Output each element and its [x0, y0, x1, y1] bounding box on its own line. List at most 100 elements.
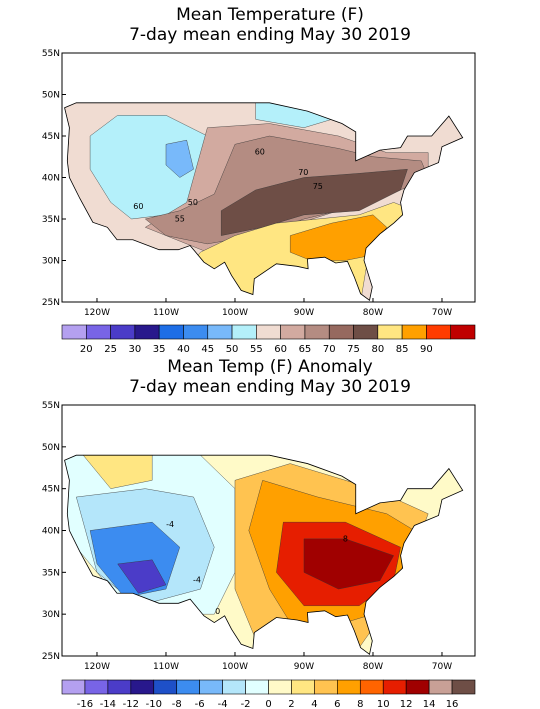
colorbar-swatch: [107, 679, 132, 695]
lon-label: 120W: [84, 662, 110, 672]
colorbar-swatch: [183, 324, 209, 340]
colorbar-swatch: [382, 679, 407, 695]
colorbar-label: -14: [100, 699, 116, 709]
colorbar-swatch: [85, 324, 111, 340]
colorbar-label: 50: [226, 344, 239, 355]
colorbar-label: -6: [195, 699, 205, 709]
contour-label: 50: [188, 198, 198, 207]
lon-label: 90W: [294, 308, 314, 318]
panel-title: 7-day mean ending May 30 2019: [129, 25, 411, 45]
colorbar-swatch: [110, 324, 136, 340]
colorbar-label: 30: [129, 344, 142, 355]
colorbar-swatch: [359, 679, 384, 695]
us-outline: [64, 102, 464, 302]
contour-region: [303, 538, 394, 590]
colorbar-swatch: [158, 324, 184, 340]
colorbar-label: 80: [371, 344, 384, 355]
lon-label: 100W: [222, 662, 248, 672]
colorbar-label: -16: [77, 699, 93, 709]
contour-label: 60: [255, 147, 265, 156]
colorbar-swatch: [222, 679, 246, 695]
colorbar-label: -8: [172, 699, 182, 709]
colorbar-swatch: [176, 679, 200, 695]
colorbar-label: 35: [153, 344, 166, 355]
colorbar-label: 45: [201, 344, 214, 355]
colorbar-swatch: [353, 324, 379, 340]
colorbar-label: 4: [311, 699, 317, 709]
colorbar-label: 12: [400, 699, 413, 709]
colorbar-swatch: [207, 324, 233, 340]
contour-label: -4: [166, 520, 174, 529]
lon-label: 120W: [84, 308, 110, 318]
panel-title: Mean Temperature (F): [176, 5, 364, 25]
colorbar-label: 85: [396, 344, 409, 355]
contour-label: 75: [313, 182, 323, 191]
colorbar-swatch: [450, 324, 476, 340]
colorbar-swatch: [426, 324, 452, 340]
lat-label: 45N: [42, 132, 60, 142]
colorbar-label: 10: [377, 699, 390, 709]
colorbar-label: -12: [123, 699, 139, 709]
lon-label: 70W: [432, 662, 452, 672]
contour-region: [117, 559, 167, 594]
colorbar-swatch: [84, 679, 109, 695]
colorbar-swatch: [405, 679, 430, 695]
lon-label: 110W: [153, 662, 179, 672]
colorbar-label: 40: [177, 344, 190, 355]
panel-title: Mean Temp (F) Anomaly: [167, 357, 372, 377]
colorbar-swatch: [256, 324, 281, 340]
lat-label: 50N: [42, 91, 60, 101]
contour-region: [165, 139, 194, 178]
colorbar-label: 60: [274, 344, 287, 355]
contour-region: [220, 168, 408, 236]
lat-label: 45N: [42, 485, 60, 495]
contour-label: -4: [193, 575, 201, 584]
colorbar-label: 20: [80, 344, 93, 355]
lon-label: 80W: [363, 662, 383, 672]
colorbar-swatch: [280, 324, 306, 340]
colorbar-label: 2: [288, 699, 294, 709]
colorbar-swatch: [153, 679, 178, 695]
colorbar-label: 70: [323, 344, 336, 355]
lat-label: 35N: [42, 215, 60, 225]
colorbar-label: 14: [423, 699, 436, 709]
colorbar-swatch: [199, 679, 223, 695]
colorbar-label: 65: [299, 344, 312, 355]
colorbar-label: -2: [241, 699, 251, 709]
colorbar-label: 6: [334, 699, 340, 709]
contour-label: 8: [343, 534, 348, 543]
colorbar-swatch: [61, 679, 86, 695]
colorbar-label: 25: [104, 344, 117, 355]
colorbar-swatch: [231, 324, 257, 340]
lon-label: 90W: [294, 662, 314, 672]
lat-label: 40N: [42, 527, 60, 537]
colorbar-swatch: [304, 324, 330, 340]
colorbar-label: -10: [146, 699, 162, 709]
contour-label: 0: [215, 607, 220, 616]
colorbar-swatch: [130, 679, 155, 695]
lat-label: 30N: [42, 257, 60, 267]
colorbar-label: -4: [218, 699, 228, 709]
colorbar-label: 75: [347, 344, 360, 355]
colorbar-swatch: [428, 679, 453, 695]
colorbar-label: 0: [265, 699, 271, 709]
map-panel: Mean Temperature (F)7-day mean ending Ma…: [42, 5, 476, 355]
lat-label: 40N: [42, 174, 60, 184]
lat-label: 30N: [42, 610, 60, 620]
map-fill: [64, 102, 464, 302]
colorbar-swatch: [245, 679, 269, 695]
colorbar-swatch: [134, 324, 160, 340]
contour-label: 70: [298, 168, 308, 177]
lat-label: 25N: [42, 652, 60, 662]
us-outline: [64, 454, 464, 656]
colorbar-swatch: [328, 324, 354, 340]
colorbar-label: 90: [420, 344, 433, 355]
contour-region: [75, 455, 153, 489]
colorbar-label: 16: [446, 699, 459, 709]
colorbar-swatch: [61, 324, 87, 340]
lat-label: 55N: [42, 49, 60, 59]
colorbar-swatch: [377, 324, 403, 340]
lon-label: 110W: [153, 308, 179, 318]
